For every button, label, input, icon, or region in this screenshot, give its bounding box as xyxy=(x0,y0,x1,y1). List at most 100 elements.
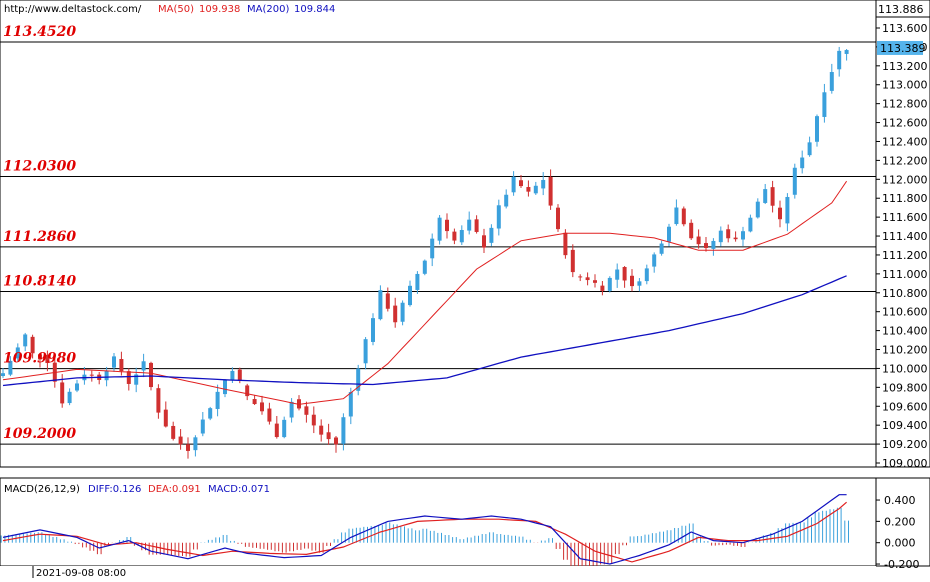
candle-body xyxy=(289,401,294,418)
price-axis-panel xyxy=(875,0,930,468)
price-tick-label: 113.000 xyxy=(882,79,928,92)
price-tick-label: 113.200 xyxy=(882,60,928,73)
candle-body xyxy=(548,176,553,206)
candle-body xyxy=(519,180,523,187)
candle-body xyxy=(504,194,509,207)
candle-body xyxy=(570,249,575,273)
macd-tick-label: 0.000 xyxy=(884,537,916,550)
candle-body xyxy=(304,406,309,415)
support-resistance-lines xyxy=(0,41,876,445)
level-label: 109.9980 xyxy=(3,351,76,367)
candle-body xyxy=(45,354,50,364)
candle-body xyxy=(445,219,449,232)
candle-body xyxy=(178,436,183,445)
candle-body xyxy=(149,362,153,388)
ma50-value: 109.938 xyxy=(199,4,240,15)
candle-body xyxy=(785,196,790,224)
ma200-value: 109.844 xyxy=(294,4,335,15)
candle-body xyxy=(378,290,383,320)
candle-body xyxy=(844,50,849,54)
last-price-value: 113.389 xyxy=(880,42,926,55)
macd-tick-label: -0.200 xyxy=(884,558,919,571)
candle-body xyxy=(696,236,701,245)
last-price-badge xyxy=(877,40,923,55)
candle-body xyxy=(200,419,205,434)
candle-body xyxy=(667,226,671,242)
price-tick-label: 113.600 xyxy=(882,22,928,35)
price-tick-label: 112.000 xyxy=(882,173,928,186)
price-tick-label: 109.200 xyxy=(882,438,928,451)
candle-body xyxy=(837,50,842,70)
candle-body xyxy=(711,240,716,249)
price-tick-label: 112.400 xyxy=(882,135,928,148)
macd-tick-label: 0.400 xyxy=(884,494,916,507)
candle-body xyxy=(356,368,361,391)
price-axis-top-value: 113.886 xyxy=(878,3,924,16)
candle-body xyxy=(459,229,464,243)
candle-body xyxy=(126,371,131,384)
candle-body xyxy=(741,231,745,240)
candle-body xyxy=(452,231,457,241)
candle-body xyxy=(815,116,819,142)
candle-body xyxy=(252,399,257,405)
header-url: http://www.deltastock.com/ xyxy=(4,4,142,15)
candle-body xyxy=(274,423,279,438)
candle-body xyxy=(593,280,597,283)
candle-body xyxy=(763,189,768,203)
candle-body xyxy=(334,437,338,445)
candle-body xyxy=(326,432,331,440)
level-label: 109.2000 xyxy=(3,426,76,442)
macd-diff-label: DIFF:0.126 xyxy=(88,484,141,495)
candle-body xyxy=(489,227,494,243)
candle-body xyxy=(585,277,590,281)
macd-title: MACD(26,12,9) xyxy=(4,484,80,495)
candle-body xyxy=(659,243,664,254)
price-tick-label: 110.600 xyxy=(882,306,928,319)
level-label: 110.8140 xyxy=(3,273,76,289)
candle-body xyxy=(215,391,220,409)
candle-body xyxy=(689,222,694,239)
candle-body xyxy=(363,339,368,364)
candle-body xyxy=(415,273,420,290)
candle-body xyxy=(674,207,679,225)
candle-body xyxy=(23,334,28,347)
candle-body xyxy=(829,72,834,91)
macd-axis-ticks: 0.400 0.200 0.000 -0.200 xyxy=(876,494,919,571)
price-tick-label: 112.200 xyxy=(882,154,928,167)
candle-body xyxy=(718,230,723,243)
candle-body xyxy=(282,419,287,438)
price-tick-label: 111.600 xyxy=(882,211,928,224)
candle-body xyxy=(467,219,472,231)
candle-body xyxy=(393,305,398,323)
level-labels: 113.4520 112.0300 111.2860 110.8140 109.9980… xyxy=(3,24,76,442)
candle-body xyxy=(38,354,42,360)
ma200-line xyxy=(2,275,847,387)
price-tick-label: 111.000 xyxy=(882,268,928,281)
candle-body xyxy=(807,142,812,156)
candle-body xyxy=(600,285,605,291)
candle-body xyxy=(556,207,560,230)
candle-body xyxy=(430,238,435,259)
candle-body xyxy=(385,293,390,309)
candle-body xyxy=(348,392,353,417)
candle-body xyxy=(112,356,116,368)
candle-body xyxy=(8,360,13,375)
candle-body xyxy=(792,167,797,195)
price-tick-label: 109.400 xyxy=(882,419,928,432)
candle-body xyxy=(223,380,227,395)
candle-body xyxy=(230,370,235,381)
candle-body xyxy=(496,205,501,229)
candle-body xyxy=(141,361,146,371)
candle-body xyxy=(319,425,324,435)
candle-body xyxy=(733,237,738,240)
macd-value-label: MACD:0.071 xyxy=(208,484,270,495)
candle-body xyxy=(208,408,213,419)
candle-body xyxy=(748,217,753,232)
moving-averages xyxy=(2,180,848,405)
candle-body xyxy=(526,187,531,192)
candle-body xyxy=(607,277,612,291)
candle-body xyxy=(482,235,486,248)
candle-body xyxy=(156,388,161,413)
candle-body xyxy=(237,369,242,381)
level-label: 111.2860 xyxy=(3,229,76,245)
